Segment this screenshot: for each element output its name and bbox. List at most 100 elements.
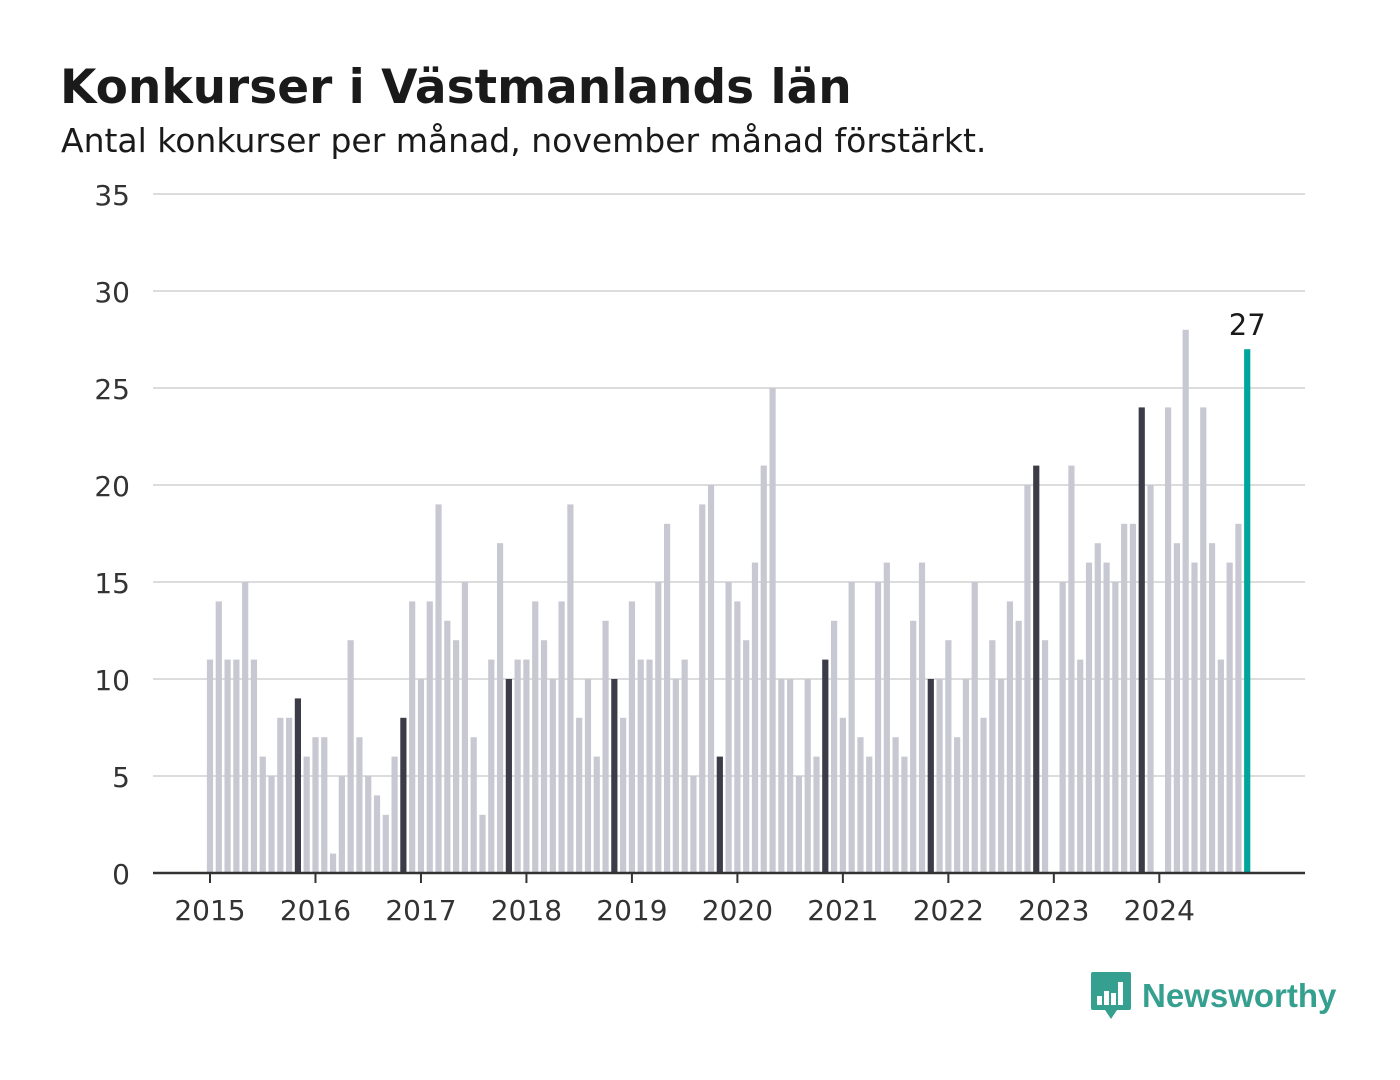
bar xyxy=(681,659,688,873)
bar xyxy=(989,640,996,873)
bar xyxy=(804,679,811,873)
bar xyxy=(1217,659,1224,873)
bar xyxy=(707,485,715,873)
bar xyxy=(1208,543,1216,873)
bar xyxy=(918,562,926,873)
bar xyxy=(883,562,890,873)
y-tick-label: 15 xyxy=(94,567,130,600)
bar xyxy=(1068,465,1075,873)
bar xyxy=(286,717,293,873)
bar xyxy=(1147,485,1154,873)
y-tick-label: 35 xyxy=(94,179,130,212)
bar xyxy=(637,659,644,873)
bar xyxy=(1165,407,1172,873)
bar xyxy=(268,776,275,873)
latest-value-label: 27 xyxy=(1229,308,1266,342)
bar xyxy=(1244,349,1251,873)
y-tick-label: 30 xyxy=(94,276,130,309)
bar-chart: 0 5 10 15 20 25 30 35 2015 2016 2017 2018 2019 2020 20… xyxy=(94,179,1305,927)
bar xyxy=(1006,601,1013,873)
bar xyxy=(998,679,1005,873)
bar xyxy=(321,737,328,873)
y-tick-label: 5 xyxy=(112,761,130,794)
bar-chart-speech-bubble-icon xyxy=(1091,972,1131,1019)
bar xyxy=(453,640,460,873)
bar xyxy=(417,679,425,873)
bar xyxy=(1182,329,1189,873)
bar xyxy=(1024,485,1031,873)
bar xyxy=(699,504,706,873)
bar xyxy=(540,640,548,873)
bar xyxy=(839,717,846,873)
bar xyxy=(1041,640,1049,873)
bar xyxy=(549,679,556,873)
bar xyxy=(954,737,961,873)
bar xyxy=(874,582,882,873)
bar xyxy=(347,640,354,873)
bar xyxy=(1015,620,1022,873)
chart-subtitle: Antal konkurser per månad, november måna… xyxy=(61,121,987,160)
x-tick-label: 2024 xyxy=(1124,894,1195,927)
x-tick-label: 2017 xyxy=(385,894,456,927)
bar xyxy=(1191,562,1198,873)
bar xyxy=(857,737,864,873)
bar xyxy=(760,465,767,873)
bar xyxy=(1200,407,1207,873)
bar xyxy=(435,504,442,873)
bar xyxy=(1226,562,1233,873)
bar xyxy=(1094,543,1101,873)
bar xyxy=(945,640,952,873)
bar xyxy=(250,659,258,873)
bar xyxy=(1121,523,1128,873)
chart-title: Konkurser i Västmanlands län xyxy=(60,60,852,115)
bar xyxy=(294,698,301,873)
bar xyxy=(461,582,469,873)
bar xyxy=(927,679,934,873)
bar xyxy=(787,679,794,873)
bar xyxy=(1129,523,1137,873)
bar xyxy=(690,776,697,873)
bar xyxy=(576,717,583,873)
bar xyxy=(505,679,512,873)
bar xyxy=(962,679,970,873)
bar xyxy=(426,601,433,873)
bar xyxy=(1033,465,1040,873)
x-tick-label: 2020 xyxy=(702,894,773,927)
bar xyxy=(584,679,592,873)
bar xyxy=(338,776,345,873)
bar xyxy=(409,601,416,873)
bar xyxy=(391,756,398,873)
bar xyxy=(830,620,838,873)
bar xyxy=(743,640,750,873)
bar xyxy=(751,562,759,873)
x-tick-label: 2019 xyxy=(596,894,667,927)
newsworthy-logo[interactable]: Newsworthy xyxy=(1090,968,1336,1024)
bar xyxy=(611,679,618,873)
y-tick-label: 20 xyxy=(94,470,130,503)
bar xyxy=(400,717,407,873)
bar xyxy=(1077,659,1084,873)
bar xyxy=(373,795,381,873)
bar xyxy=(224,659,231,873)
bar xyxy=(329,853,337,873)
bar xyxy=(277,717,284,873)
bar xyxy=(655,582,662,873)
bar xyxy=(233,659,240,873)
bar xyxy=(866,756,873,873)
x-tick-label: 2018 xyxy=(491,894,562,927)
x-tick-label: 2023 xyxy=(1018,894,1089,927)
bar xyxy=(910,620,917,873)
bar xyxy=(848,582,855,873)
bar xyxy=(356,737,363,873)
x-tick-label: 2015 xyxy=(174,894,245,927)
bar xyxy=(1059,582,1066,873)
y-tick-label: 0 xyxy=(112,858,130,891)
bar xyxy=(1138,407,1145,873)
bar xyxy=(382,814,389,873)
bar xyxy=(822,659,829,873)
bar xyxy=(795,776,803,873)
bar xyxy=(470,737,477,873)
bar xyxy=(206,659,214,873)
bar xyxy=(242,582,249,873)
bar xyxy=(663,523,671,873)
